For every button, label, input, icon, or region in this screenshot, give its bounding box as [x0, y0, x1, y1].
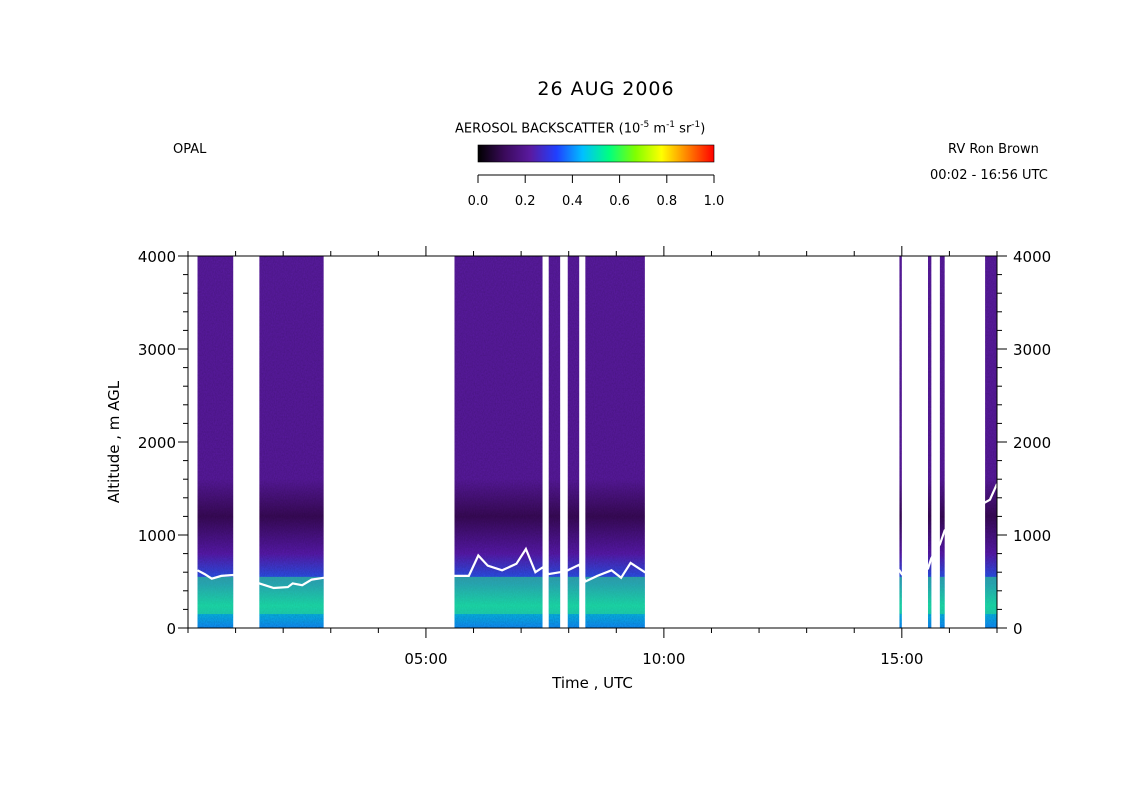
y-tick-label-left: 0: [166, 620, 176, 638]
aerosol-layer: [585, 576, 645, 615]
y-axis-label: Altitude , m AGL: [105, 380, 123, 503]
colorbar-title: AEROSOL BACKSCATTER (10-5 m-1 sr-1): [455, 120, 705, 136]
y-tick-label-left: 2000: [138, 434, 176, 452]
data-segment-texture: [259, 256, 324, 628]
colorbar-tick-label: 0.6: [609, 194, 630, 209]
boundary-layer-line: [196, 483, 999, 590]
data-segment-texture: [548, 256, 561, 628]
y-tick-label-right: 0: [1013, 620, 1023, 638]
colorbar-title-exp2: -1: [666, 120, 676, 130]
aerosol-layer: [259, 576, 324, 615]
chart-title: 26 AUG 2006: [537, 78, 675, 100]
colorbar-title-main: AEROSOL BACKSCATTER (10: [455, 121, 641, 137]
y-tick-label-right: 3000: [1013, 341, 1051, 359]
colorbar: 0.0 0.2 0.4 0.6 0.8 1.0: [468, 144, 725, 209]
colorbar-gradient: [477, 144, 715, 163]
y-tick-label-left: 1000: [138, 527, 176, 545]
colorbar-tick-label: 1.0: [704, 194, 725, 209]
aerosol-layer: [454, 576, 543, 615]
x-tick-label: 05:00: [404, 650, 447, 668]
x-tick-label: 15:00: [880, 650, 923, 668]
aerosol-layer: [927, 576, 932, 615]
aerosol-layer: [567, 576, 580, 615]
colorbar-tick-label: 0.4: [562, 194, 583, 209]
platform-label: RV Ron Brown: [948, 142, 1039, 157]
data-segment-texture: [985, 256, 997, 628]
x-tick-label: 10:00: [642, 650, 685, 668]
data-segment-texture: [939, 256, 945, 628]
colorbar-title-exp1: -5: [640, 120, 650, 130]
x-axis-label: Time , UTC: [551, 674, 633, 692]
y-tick-label-right: 4000: [1013, 248, 1051, 266]
data-segment-texture: [454, 256, 543, 628]
colorbar-tick-label: 0.8: [656, 194, 677, 209]
data-segment-texture: [567, 256, 580, 628]
colorbar-tick-label: 0.0: [468, 194, 489, 209]
y-tick-label-right: 1000: [1013, 527, 1051, 545]
plot-axes: 05:00 10:00 15:00 Time , UTC 0 0 1000 1000 2000 2…: [105, 246, 1051, 692]
aerosol-layer: [939, 576, 945, 615]
aerosol-layer: [985, 576, 997, 615]
aerosol-layer: [548, 576, 561, 615]
colorbar-title-exp3: -1: [691, 120, 701, 130]
heatmap-area: [196, 256, 999, 628]
instrument-label: OPAL: [173, 142, 207, 157]
time-range-label: 00:02 - 16:56 UTC: [930, 168, 1048, 183]
colorbar-tick-label: 0.2: [515, 194, 536, 209]
data-segment-texture: [899, 256, 902, 628]
data-segment-texture: [197, 256, 234, 628]
colorbar-title-end: ): [700, 121, 706, 137]
aerosol-layer: [899, 576, 902, 615]
aerosol-layer: [197, 576, 234, 615]
colorbar-title-mid: m: [649, 121, 667, 137]
data-segment-texture: [927, 256, 932, 628]
y-tick-label-left: 3000: [138, 341, 176, 359]
colorbar-title-mid2: sr: [675, 121, 692, 137]
y-tick-label-right: 2000: [1013, 434, 1051, 452]
y-tick-label-left: 4000: [138, 248, 176, 266]
